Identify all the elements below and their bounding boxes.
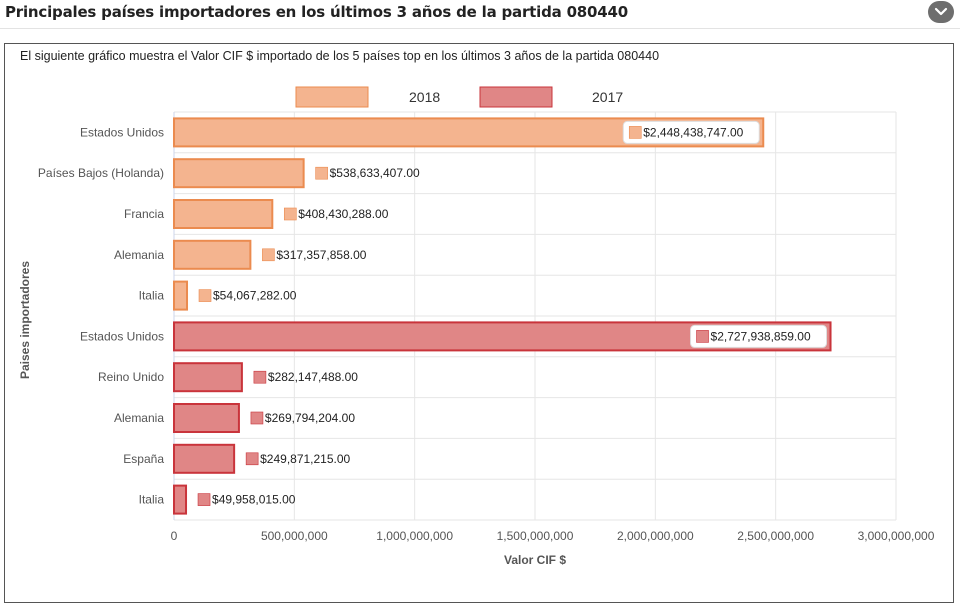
bar-chart: Estados Unidos $2,448,438,747.00 Países Ba…	[18, 86, 935, 567]
section-header: Principales países importadores en los ú…	[0, 0, 960, 29]
bar-2018[interactable]	[173, 199, 274, 229]
data-label: $317,357,858.00	[276, 248, 366, 262]
x-tick-label: 500,000,000	[261, 529, 328, 543]
category-label: Italia	[139, 493, 165, 507]
data-label: $269,794,204.00	[265, 411, 355, 425]
data-label: $408,430,288.00	[298, 207, 388, 221]
bar-2017[interactable]	[173, 362, 243, 393]
category-label: Estados Unidos	[80, 329, 164, 343]
bar-2018[interactable]	[173, 280, 189, 311]
category-label: Países Bajos (Holanda)	[38, 166, 164, 180]
legend-label-2018: 2018	[409, 89, 440, 105]
y-axis-title: Paises importadores	[18, 261, 32, 379]
data-label-swatch	[628, 126, 642, 139]
x-tick-label: 0	[171, 529, 178, 543]
x-axis-title: Valor CIF $	[504, 553, 566, 567]
chevron-down-icon	[934, 7, 948, 16]
data-label: $49,958,015.00	[212, 493, 296, 507]
legend-label-2017: 2017	[592, 89, 623, 105]
x-tick-label: 2,500,000,000	[737, 529, 814, 543]
bar-2017[interactable]	[173, 403, 240, 433]
bar-2018[interactable]	[173, 158, 305, 189]
data-label-swatch	[198, 289, 212, 302]
data-label: $2,727,938,859.00	[711, 329, 811, 343]
bar-2018[interactable]	[173, 239, 252, 270]
collapse-button[interactable]	[928, 1, 954, 23]
data-label-swatch	[245, 452, 259, 466]
category-label: España	[123, 452, 164, 466]
category-label: Estados Unidos	[80, 125, 164, 139]
section-title: Principales países importadores en los ú…	[5, 3, 628, 21]
data-label: $538,633,407.00	[330, 166, 420, 180]
data-label-swatch	[250, 411, 264, 425]
category-label: Reino Unido	[98, 370, 164, 384]
data-label-swatch	[283, 207, 297, 221]
data-label-swatch	[253, 370, 267, 384]
data-label: $282,147,488.00	[268, 370, 358, 384]
data-label: $54,067,282.00	[213, 289, 297, 303]
legend-swatch-2018[interactable]	[295, 86, 369, 108]
category-label: Francia	[124, 207, 164, 221]
category-label: Alemania	[114, 411, 164, 425]
data-label-swatch	[696, 330, 709, 343]
data-label-box	[622, 120, 760, 144]
data-label-swatch	[315, 166, 328, 180]
data-label-box	[690, 324, 828, 348]
category-label: Italia	[139, 289, 165, 303]
x-tick-label: 1,500,000,000	[497, 529, 574, 543]
bar-2017[interactable]	[173, 443, 236, 474]
chart-description: El siguiente gráfico muestra el Valor CI…	[20, 49, 660, 63]
data-label: $2,448,438,747.00	[643, 125, 743, 139]
x-tick-label: 3,000,000,000	[858, 529, 935, 543]
data-label: $249,871,215.00	[260, 452, 350, 466]
category-label: Alemania	[114, 248, 164, 262]
x-tick-label: 1,000,000,000	[376, 529, 453, 543]
x-tick-label: 2,000,000,000	[617, 529, 694, 543]
bar-2017[interactable]	[173, 484, 188, 515]
legend-swatch-2017[interactable]	[479, 86, 553, 108]
data-label-swatch	[197, 493, 211, 506]
data-label-swatch	[262, 248, 275, 262]
